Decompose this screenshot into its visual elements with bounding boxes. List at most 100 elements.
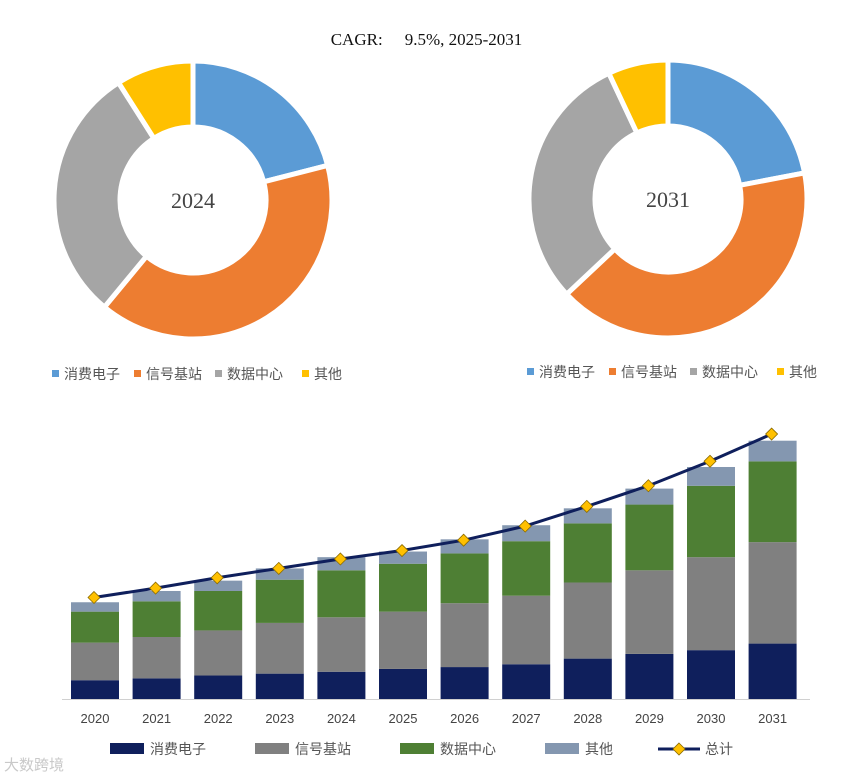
x-tick-label: 2025: [389, 711, 418, 726]
bar-segment-2027-3: [502, 541, 551, 596]
watermark-text: 大数跨境: [4, 756, 65, 774]
donut-legend-label: 其他: [789, 365, 817, 381]
donut-slice-2031-4: [605, 57, 671, 137]
total-marker-2030: [703, 454, 717, 468]
bar-segment-2031-2: [748, 542, 797, 644]
bar-segment-2030-3: [687, 485, 735, 558]
bar-segment-2027-1: [502, 664, 551, 699]
total-marker-2026: [457, 533, 471, 547]
donut-legend-label: 数据中心: [702, 365, 758, 381]
donut-slice-2031-2: [563, 170, 810, 341]
x-tick-label: 2022: [204, 711, 233, 726]
donut-chart-2031: 2031 消费电子 信号基站 数据中心 其他: [526, 57, 817, 381]
bar-segment-2020-4: [71, 602, 119, 612]
bar-segment-2026-3: [440, 553, 489, 604]
bar-segment-2021-3: [132, 601, 181, 638]
bar-legend-swatch: [110, 743, 144, 754]
watermark-logo: 大数跨境: [4, 754, 64, 775]
bar-segment-2031-3: [748, 461, 797, 543]
bar-segment-2026-1: [440, 667, 489, 699]
bar-segment-2026-2: [440, 603, 489, 668]
donut-legend-label: 信号基站: [146, 366, 202, 383]
donut-legend-swatch: [302, 370, 309, 377]
bar-segment-2025-3: [379, 563, 427, 612]
donut-slice-2024-2: [100, 162, 335, 342]
donut-slice-2024-1: [190, 58, 331, 185]
x-tick-label: 2023: [265, 711, 294, 726]
bar-segment-2023-1: [255, 673, 304, 699]
bar-segment-2020-2: [71, 642, 119, 681]
donut-legend-swatch: [527, 368, 534, 375]
total-marker-2020: [87, 590, 101, 605]
donut-center-label-2024: 2024: [171, 188, 215, 213]
donut-legend-label: 消费电子: [64, 367, 120, 383]
bar-segment-2029-2: [625, 570, 674, 654]
donut-legend-label: 其他: [314, 367, 342, 383]
stacked-bar-chart: 2020 2021 2022 2023 2024 2025 2026 2027 2028 2029…: [62, 427, 810, 726]
line-legend-marker: [672, 742, 686, 756]
bar-segment-2027-2: [502, 595, 551, 665]
bar-segment-2021-1: [132, 678, 181, 699]
donut-legend-label: 消费电子: [539, 365, 595, 381]
x-tick-label: 2030: [697, 711, 726, 726]
bar-segment-2021-2: [132, 637, 181, 679]
donut-slice-2024-3: [51, 79, 158, 311]
bar-legend: 消费电子 信号基站 数据中心 其他 总计: [110, 741, 733, 758]
bar-segment-2029-3: [625, 504, 674, 571]
bar-segment-2028-3: [563, 523, 612, 583]
total-marker-2029: [641, 479, 655, 493]
total-marker-2021: [149, 581, 163, 595]
x-tick-label: 2028: [573, 711, 602, 726]
bar-segment-2022-2: [194, 630, 243, 676]
bar-segment-2030-1: [687, 650, 735, 699]
x-tick-label: 2021: [142, 711, 171, 726]
bar-segment-2022-3: [194, 590, 243, 631]
line-legend-label: 总计: [705, 742, 733, 758]
bar-segment-2030-2: [687, 557, 735, 651]
bar-segment-2020-3: [71, 611, 119, 643]
bar-segment-2022-4: [194, 580, 243, 591]
x-tick-label: 2031: [758, 711, 787, 726]
bar-legend-label: 消费电子: [150, 742, 206, 758]
bar-segment-2024-1: [317, 671, 366, 699]
bar-segment-2025-1: [379, 668, 427, 699]
x-tick-label: 2024: [327, 711, 356, 726]
bar-segment-2024-2: [317, 617, 366, 672]
bar-segment-2020-1: [71, 680, 119, 699]
bar-legend-swatch: [255, 743, 289, 754]
bar-segment-2023-2: [255, 622, 304, 674]
bar-segment-2030-4: [687, 466, 735, 486]
donut-center-label-2031: 2031: [646, 187, 690, 212]
cagr-value: 9.5%, 2025-2031: [404, 30, 523, 49]
donut-legend-swatch: [609, 368, 616, 375]
bar-segment-2025-4: [379, 551, 427, 564]
total-marker-2022: [210, 571, 224, 585]
donut-legend-swatch: [215, 370, 222, 377]
donut-slice-2031-1: [665, 57, 808, 189]
bar-segment-2025-2: [379, 611, 427, 669]
bar-segment-2023-4: [255, 568, 304, 580]
bar-legend-swatch: [545, 743, 579, 754]
total-marker-2024: [333, 552, 347, 566]
donut-chart-2024: 2024 消费电子 信号基站 数据中心 其他: [51, 58, 342, 383]
bar-segment-2029-1: [625, 653, 674, 699]
x-tick-label: 2026: [450, 711, 479, 726]
total-marker-2027: [518, 519, 532, 533]
bar-segment-2029-4: [625, 488, 674, 505]
total-marker-2025: [395, 543, 409, 558]
bar-legend-swatch: [400, 743, 434, 754]
total-marker-2028: [580, 499, 594, 513]
bar-segment-2028-4: [563, 508, 612, 524]
bar-segment-2031-1: [748, 643, 797, 699]
bar-segment-2023-3: [255, 579, 304, 623]
bar-legend-label: 数据中心: [440, 742, 496, 758]
donut-slice-2031-3: [526, 69, 641, 298]
total-line: [93, 432, 773, 599]
cagr-annotation: CAGR: 9.5%, 2025-2031: [0, 30, 853, 50]
donut-legend-swatch: [690, 368, 697, 375]
total-marker-2023: [272, 561, 286, 575]
donut-legend-swatch: [134, 370, 141, 377]
bar-segment-2022-1: [194, 675, 243, 699]
cagr-label: CAGR:: [330, 30, 383, 49]
